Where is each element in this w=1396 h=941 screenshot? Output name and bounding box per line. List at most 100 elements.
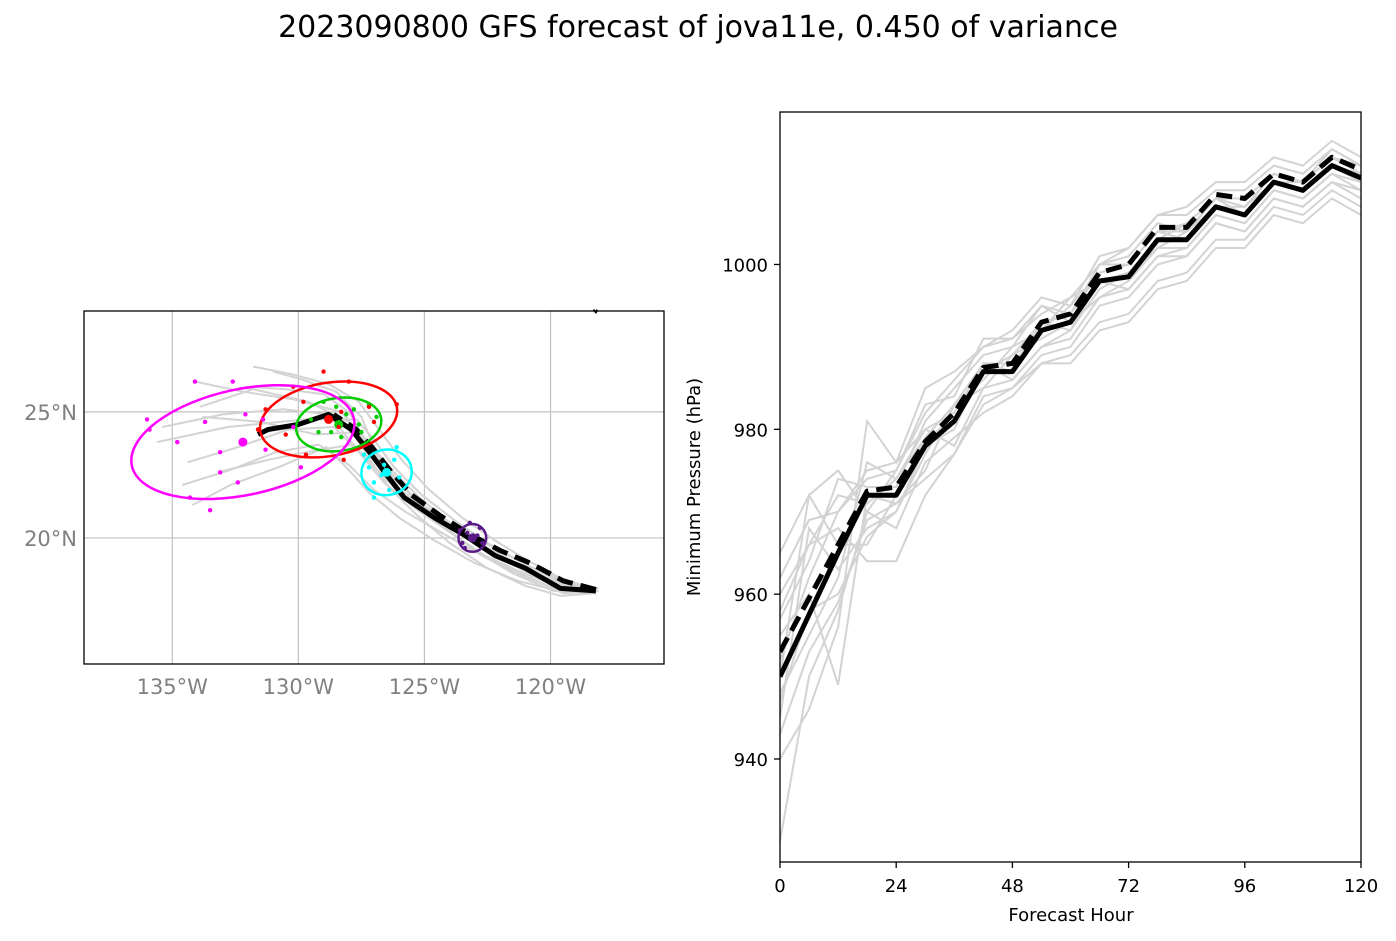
ensemble-pressure-line — [780, 147, 1361, 686]
ensemble-position-point — [366, 465, 372, 470]
ensemble-position-point — [336, 424, 341, 430]
ensemble-position-point — [230, 379, 235, 384]
ensemble-position-point — [341, 457, 346, 462]
mean-pressure-solid — [780, 163, 1361, 678]
map-frame — [83, 310, 665, 665]
y-tick-label: 980 — [734, 420, 768, 441]
y-tick-label: 960 — [734, 585, 768, 606]
ellipse-center-point — [238, 437, 248, 447]
ensemble-position-point — [386, 487, 392, 493]
ensemble-position-point — [339, 409, 344, 415]
ensemble-position-point — [381, 462, 387, 468]
ensemble-position-point — [235, 480, 241, 485]
ellipse-center-point — [467, 533, 477, 543]
pressure-mean-lines — [780, 154, 1361, 678]
ensemble-position-point — [187, 495, 193, 500]
ensemble-position-point — [175, 439, 180, 445]
ensemble-position-point — [202, 419, 208, 425]
track-map-panel: 135°W 130°W 125°W 120°W 20°N 25°N — [24, 309, 665, 699]
pressure-axes-frame — [779, 111, 1362, 863]
ensemble-position-point — [308, 417, 314, 422]
ensemble-track-line — [272, 370, 597, 592]
ensemble-position-point — [457, 528, 462, 533]
map-x-tick-label: 120°W — [515, 675, 587, 699]
ensemble-pressure-line — [780, 164, 1361, 718]
ellipse-center-point — [324, 414, 334, 424]
ensemble-position-point — [371, 480, 377, 485]
uncertainty-ellipse — [360, 448, 414, 497]
ensemble-position-point — [460, 540, 465, 546]
ensemble-position-point — [465, 530, 470, 536]
uncertainty-ellipse — [457, 522, 488, 554]
ensemble-position-point — [144, 417, 150, 422]
ensemble-position-point — [356, 422, 362, 427]
ensemble-track-line — [181, 443, 597, 595]
ensemble-position-point — [217, 470, 223, 475]
ensemble-position-point — [477, 525, 483, 531]
ensemble-position-point — [366, 404, 372, 410]
mean-track-dashed — [332, 412, 597, 593]
ensemble-position-point — [346, 379, 351, 384]
map-uncertainty-ellipses — [130, 369, 488, 554]
ensemble-pressure-line — [780, 147, 1361, 760]
map-mean-tracks — [256, 411, 597, 594]
ensemble-position-point — [339, 434, 344, 440]
ensemble-position-point — [394, 402, 399, 407]
ensemble-position-point — [333, 404, 339, 410]
y-tick-label: 1000 — [722, 255, 768, 276]
x-tick-label: 48 — [1001, 876, 1024, 897]
map-x-tick-label: 135°W — [137, 675, 209, 699]
ensemble-track-line — [202, 415, 599, 592]
ensemble-position-point — [328, 429, 334, 435]
map-tick-labels: 135°W 130°W 125°W 120°W 20°N 25°N — [24, 401, 586, 699]
map-gridlines — [84, 311, 664, 664]
ensemble-position-point — [351, 407, 357, 412]
ensemble-position-point — [255, 427, 261, 432]
map-x-tick-label: 130°W — [263, 675, 335, 699]
figure-title: 2023090800 GFS forecast of jova11e, 0.45… — [278, 10, 1118, 45]
ensemble-position-point — [301, 399, 306, 404]
map-y-tick-label: 20°N — [24, 527, 77, 551]
ensemble-position-point — [359, 429, 364, 435]
ensemble-pressure-line — [780, 156, 1361, 620]
ensemble-pressure-line — [780, 197, 1361, 735]
ensemble-position-point — [374, 414, 379, 420]
ensemble-position-point — [391, 457, 397, 462]
ensemble-position-point — [394, 444, 399, 450]
ensemble-position-point — [371, 419, 377, 425]
ensemble-position-point — [321, 399, 326, 404]
ensemble-position-point — [462, 545, 467, 551]
ensemble-position-point — [321, 369, 326, 374]
ensemble-pressure-line — [780, 180, 1361, 661]
x-tick-label: 72 — [1117, 876, 1140, 897]
x-axis-label: Forecast Hour — [1008, 905, 1134, 926]
ensemble-position-point — [192, 379, 198, 384]
ensemble-pressure-line — [780, 172, 1361, 694]
ensemble-position-point — [207, 507, 213, 513]
ensemble-pressure-line — [780, 156, 1361, 677]
x-tick-label: 0 — [774, 876, 785, 897]
ensemble-position-point — [147, 427, 152, 432]
ensemble-track-line — [191, 446, 596, 592]
mean-track-solid — [256, 411, 597, 594]
ellipse-center-point — [334, 419, 344, 429]
x-tick-label: 96 — [1233, 876, 1256, 897]
x-tick-label: 120 — [1344, 876, 1378, 897]
ensemble-position-point — [480, 540, 485, 546]
x-tick-label: 24 — [885, 876, 908, 897]
ensemble-pressure-line — [780, 164, 1361, 702]
ensemble-pressure-line — [780, 139, 1361, 579]
y-tick-label: 940 — [734, 750, 768, 771]
ensemble-position-point — [467, 520, 473, 525]
ensemble-position-point — [283, 432, 288, 437]
ensemble-position-point — [217, 450, 223, 455]
ensemble-position-point — [263, 447, 268, 452]
ensemble-pressure-line — [780, 180, 1361, 612]
uncertainty-ellipse — [130, 383, 356, 501]
map-x-tick-label: 125°W — [389, 675, 461, 699]
map-y-tick-label: 25°N — [24, 401, 77, 425]
ensemble-position-point — [316, 429, 321, 435]
pressure-axis-ticks: 0 24 48 72 96 120 940 960 980 1000 — [722, 255, 1378, 897]
